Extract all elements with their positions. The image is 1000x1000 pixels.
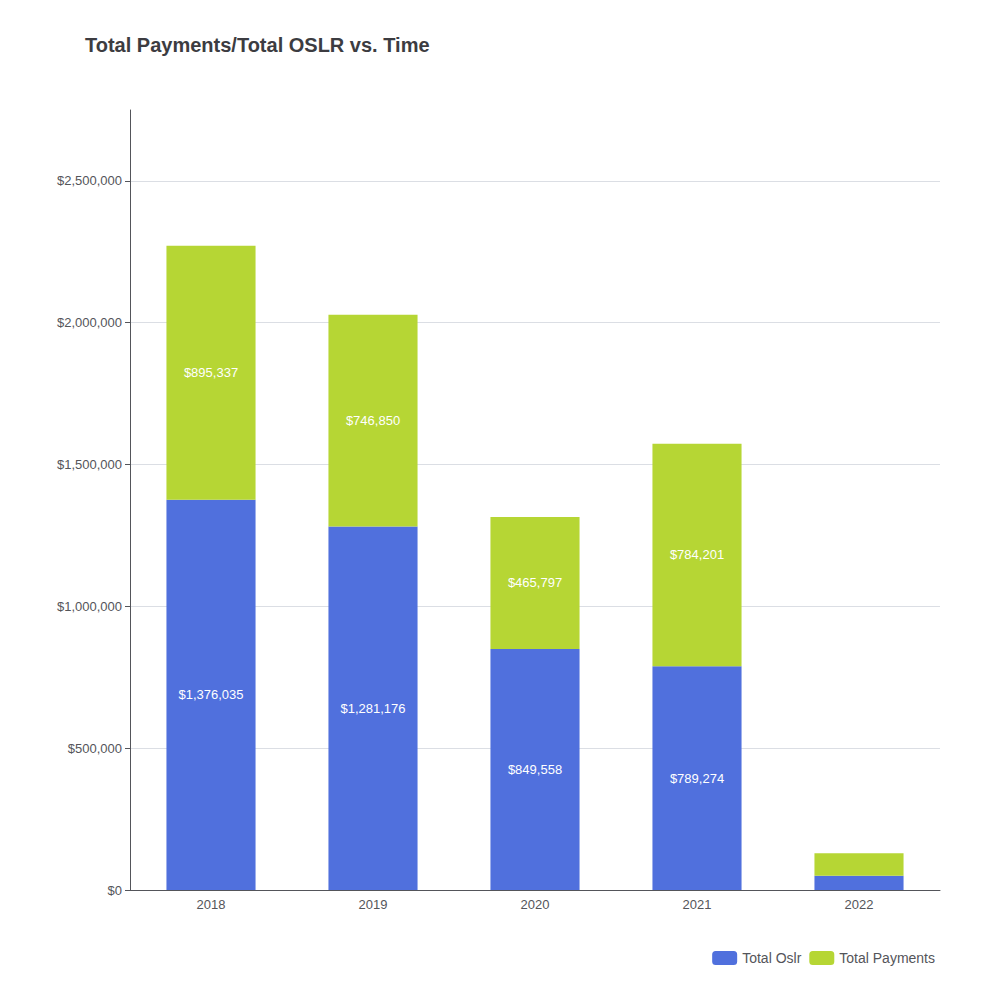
svg-text:$2,500,000: $2,500,000	[57, 173, 122, 188]
svg-text:$1,281,176: $1,281,176	[340, 701, 405, 716]
svg-text:$789,274: $789,274	[670, 771, 724, 786]
svg-text:Total Payments: Total Payments	[839, 950, 935, 966]
svg-text:2020: 2020	[521, 897, 550, 912]
svg-text:$2,000,000: $2,000,000	[57, 315, 122, 330]
svg-text:2018: 2018	[197, 897, 226, 912]
svg-text:Total Oslr: Total Oslr	[742, 950, 801, 966]
svg-text:Total Payments/Total OSLR vs.: Total Payments/Total OSLR vs. Time	[85, 34, 430, 56]
svg-text:2019: 2019	[359, 897, 388, 912]
svg-text:$849,558: $849,558	[508, 762, 562, 777]
svg-text:2021: 2021	[683, 897, 712, 912]
svg-text:$746,850: $746,850	[346, 413, 400, 428]
svg-text:$465,797: $465,797	[508, 575, 562, 590]
svg-text:$895,337: $895,337	[184, 365, 238, 380]
svg-text:$0: $0	[108, 883, 122, 898]
svg-text:$500,000: $500,000	[68, 741, 122, 756]
svg-text:2022: 2022	[845, 897, 874, 912]
svg-text:$784,201: $784,201	[670, 547, 724, 562]
svg-text:$1,500,000: $1,500,000	[57, 457, 122, 472]
svg-text:$1,000,000: $1,000,000	[57, 599, 122, 614]
svg-text:$1,376,035: $1,376,035	[178, 687, 243, 702]
